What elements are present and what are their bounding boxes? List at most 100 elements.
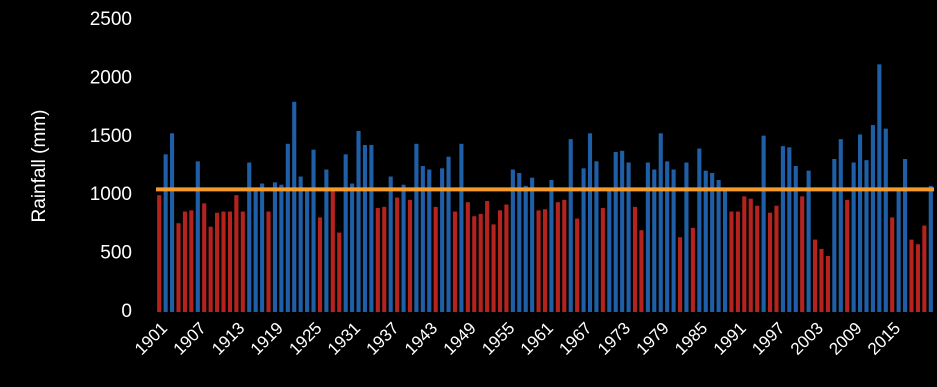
bar xyxy=(620,150,625,312)
bar xyxy=(427,169,432,312)
bar xyxy=(446,156,451,312)
bar xyxy=(909,239,914,312)
bar xyxy=(793,166,798,312)
bar xyxy=(298,176,303,312)
bar xyxy=(330,190,335,312)
x-tick-label: 1949 xyxy=(440,319,480,359)
bar xyxy=(581,168,586,312)
bar xyxy=(497,210,503,312)
bar xyxy=(710,173,715,312)
bar xyxy=(832,158,837,312)
bar xyxy=(600,208,605,312)
bar xyxy=(478,213,483,312)
bar xyxy=(491,224,496,312)
bar xyxy=(613,151,618,312)
bar xyxy=(870,125,875,313)
bar xyxy=(761,135,766,312)
bar xyxy=(472,216,477,312)
x-tick-label: 1943 xyxy=(401,319,441,359)
bar xyxy=(536,210,541,312)
bar xyxy=(337,232,342,312)
bar xyxy=(716,180,721,312)
bar xyxy=(504,204,509,312)
bar xyxy=(626,162,631,312)
bar xyxy=(350,183,355,312)
bar xyxy=(440,168,445,312)
bar xyxy=(189,210,194,312)
bar xyxy=(858,134,863,312)
bar xyxy=(382,206,387,312)
bar xyxy=(157,195,162,312)
bar xyxy=(176,223,181,312)
bar xyxy=(414,143,419,312)
bar xyxy=(549,180,554,312)
bar xyxy=(510,169,515,312)
bar xyxy=(195,161,200,312)
bar xyxy=(806,170,811,312)
bar xyxy=(395,197,400,312)
x-tick-label: 1991 xyxy=(710,319,750,359)
bar xyxy=(851,162,856,312)
bar xyxy=(652,169,657,312)
bar xyxy=(812,239,818,312)
bar xyxy=(594,161,599,312)
bar xyxy=(420,166,425,312)
bar xyxy=(170,133,175,312)
bar xyxy=(722,188,728,312)
bar xyxy=(575,218,580,312)
bar xyxy=(266,211,271,312)
bar xyxy=(665,161,670,312)
bar xyxy=(317,217,323,312)
x-tick-label: 1955 xyxy=(478,319,518,359)
bar xyxy=(542,209,548,312)
bar xyxy=(452,211,458,312)
x-tick-label: 1913 xyxy=(208,319,248,359)
bar xyxy=(517,173,522,312)
bar xyxy=(324,169,329,312)
x-tick-label: 1997 xyxy=(748,319,788,359)
bar xyxy=(305,189,310,312)
y-tick-label: 1500 xyxy=(90,126,132,147)
bar xyxy=(607,189,612,312)
bar xyxy=(825,255,830,312)
x-tick-label: 1931 xyxy=(324,319,364,359)
bar xyxy=(369,144,374,312)
bar xyxy=(523,185,528,312)
bar xyxy=(311,149,316,312)
y-tick-label: 500 xyxy=(100,243,132,264)
bar xyxy=(247,162,252,312)
bar xyxy=(729,211,734,312)
bar xyxy=(555,202,560,312)
x-tick-label: 1979 xyxy=(633,319,673,359)
bar xyxy=(292,101,297,312)
bar xyxy=(883,128,888,312)
x-tick-label: 1901 xyxy=(131,319,171,359)
bar xyxy=(632,206,638,312)
bar xyxy=(465,202,470,312)
x-tick-label: 1985 xyxy=(671,319,711,359)
x-tick-label: 1919 xyxy=(247,319,287,359)
x-tick-label: 1961 xyxy=(517,319,557,359)
bar xyxy=(562,199,567,312)
bar xyxy=(787,147,792,312)
bar xyxy=(658,133,663,312)
bar xyxy=(459,143,464,312)
bar xyxy=(903,158,908,312)
bar xyxy=(407,199,413,312)
bar xyxy=(677,237,683,312)
bar xyxy=(182,211,187,312)
bar xyxy=(401,184,406,312)
bar xyxy=(343,154,348,312)
y-tick-label: 1000 xyxy=(90,184,132,205)
bar xyxy=(671,169,676,312)
bar xyxy=(748,198,753,312)
bar xyxy=(433,206,438,312)
bar xyxy=(684,162,689,312)
x-tick-label: 2009 xyxy=(825,319,865,359)
bar xyxy=(845,199,850,312)
bar xyxy=(838,139,843,312)
bar xyxy=(915,244,920,312)
bar xyxy=(240,211,245,312)
bar xyxy=(215,212,220,312)
